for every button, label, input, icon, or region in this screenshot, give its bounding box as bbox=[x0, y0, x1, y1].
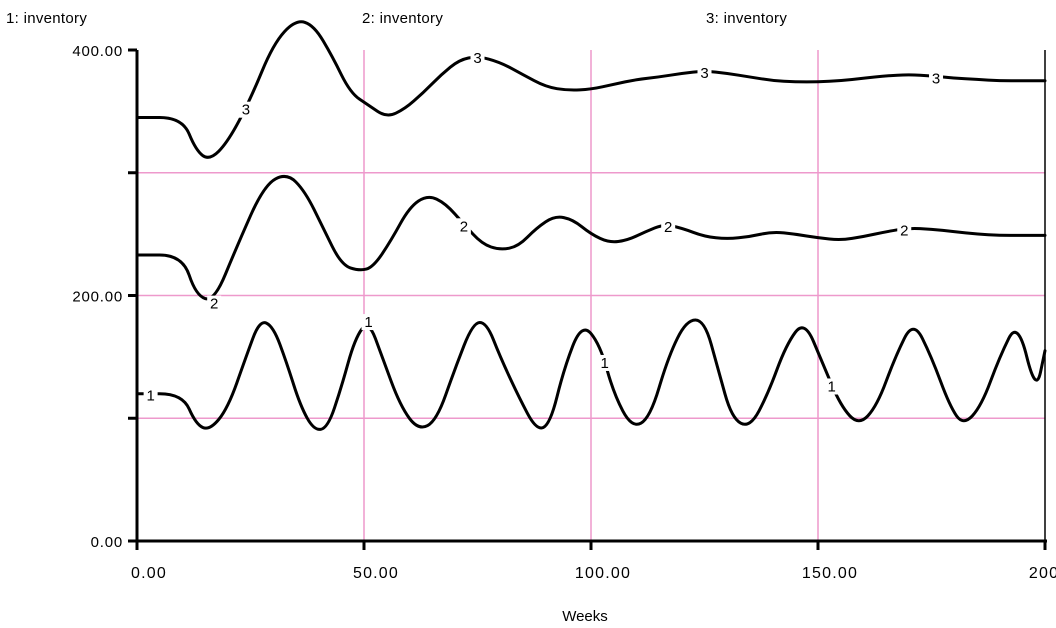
series-3-line bbox=[135, 20, 1047, 159]
x-tick-label-0: 0.00 bbox=[131, 565, 167, 582]
series-2-marker-bg-1 bbox=[456, 218, 471, 235]
series-2-marker-bg-0 bbox=[207, 295, 222, 312]
series-1-marker-bg-3 bbox=[824, 378, 839, 395]
series-1-marker-bg-2 bbox=[597, 354, 612, 371]
series-2-marker-bg-2 bbox=[661, 219, 676, 236]
series-3-marker-1: 3 bbox=[473, 50, 481, 67]
x-tick-label-2: 100.00 bbox=[575, 565, 631, 582]
series-1-marker-3: 1 bbox=[827, 378, 835, 395]
marker-layer: 1 1 1 1 2 2 2 2 3 3 3 3 bbox=[143, 50, 944, 405]
x-tick-label-1: 50.00 bbox=[353, 565, 399, 582]
series-2-marker-0: 2 bbox=[210, 296, 218, 313]
y-tick-label-1: 200.00 bbox=[72, 289, 123, 306]
y-tick-label-0: 0.00 bbox=[91, 534, 123, 551]
series-3-marker-bg-0 bbox=[238, 101, 253, 118]
x-axis-title: Weeks bbox=[562, 608, 608, 625]
series-2-marker-3: 2 bbox=[900, 223, 908, 240]
series-2-marker-1: 2 bbox=[460, 218, 468, 235]
series-3-marker-3: 3 bbox=[932, 70, 940, 87]
grid-layer bbox=[137, 50, 1045, 541]
series-2-line bbox=[135, 174, 1047, 301]
series-3-marker-bg-3 bbox=[929, 70, 944, 87]
x-tick-label-3: 150.00 bbox=[802, 565, 858, 582]
series-layer bbox=[135, 20, 1047, 431]
series-2-marker-bg-3 bbox=[897, 222, 912, 239]
series-3-marker-bg-2 bbox=[697, 64, 712, 81]
series-1-marker-0: 1 bbox=[146, 388, 154, 405]
series-1-marker-2: 1 bbox=[600, 355, 608, 372]
series-1-label: 1: inventory bbox=[6, 10, 88, 27]
series-1-marker-bg-0 bbox=[143, 387, 158, 404]
y-tick-label-2: 400.00 bbox=[72, 43, 123, 60]
series-1-marker-1: 1 bbox=[364, 314, 372, 331]
axis-layer: 0.00 200.00 400.00 0.00 50.00 100.00 150.00 200… bbox=[72, 43, 1056, 582]
series-3-label: 3: inventory bbox=[706, 10, 788, 27]
series-2-marker-2: 2 bbox=[664, 219, 672, 236]
series-3-marker-bg-1 bbox=[470, 50, 485, 67]
series-3-marker-0: 3 bbox=[242, 102, 250, 119]
x-tick-label-4: 200.00 bbox=[1029, 565, 1056, 582]
series-2-label: 2: inventory bbox=[362, 10, 444, 27]
series-1-line bbox=[135, 318, 1047, 431]
series-3-marker-2: 3 bbox=[700, 65, 708, 82]
series-1-marker-bg-1 bbox=[361, 314, 376, 331]
